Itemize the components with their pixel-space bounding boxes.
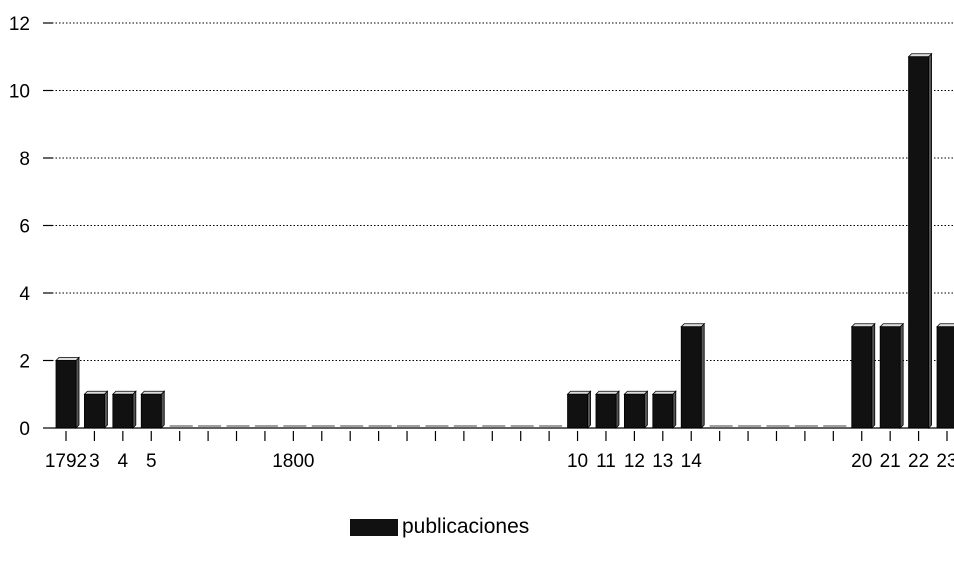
y-tick-label: 2	[19, 352, 30, 373]
x-tick-label: 5	[146, 451, 157, 472]
y-tick-label: 8	[19, 149, 30, 170]
x-tick-label: 11	[596, 451, 616, 472]
x-tick-label: 1800	[272, 451, 314, 472]
x-tick-label: 12	[624, 451, 645, 472]
bar	[907, 52, 933, 429]
x-tick-label: 1792	[45, 451, 87, 472]
bar	[850, 322, 876, 429]
x-tick-label: 14	[681, 451, 703, 472]
x-tick-label: 13	[652, 451, 673, 472]
x-tick-label: 10	[567, 451, 588, 472]
y-axis-ticks: 0 2 4 6 8 10 12	[9, 14, 53, 440]
y-tick-label: 10	[9, 82, 30, 103]
bar	[83, 390, 109, 429]
bar	[623, 390, 649, 429]
y-tick-label: 12	[9, 14, 30, 35]
y-tick-label: 6	[19, 217, 30, 238]
bar	[879, 322, 905, 429]
y-tick-label: 4	[19, 284, 30, 305]
gridlines	[45, 22, 954, 361]
y-tick-label: 0	[19, 419, 30, 440]
x-tick-label: 3	[89, 451, 100, 472]
legend: publicaciones	[350, 515, 529, 539]
x-tick-label: 23	[936, 451, 954, 472]
x-tick-label: 20	[851, 451, 872, 472]
bar	[566, 390, 592, 429]
bar	[140, 390, 166, 429]
x-axis: 1792 3 4 5 1800 10 11 12 13 14 20 21 22 23	[45, 427, 954, 472]
legend-swatch	[350, 518, 398, 536]
bars	[55, 52, 954, 429]
bar	[680, 322, 706, 429]
x-tick-label: 21	[880, 451, 901, 472]
bar	[111, 390, 137, 429]
bar	[651, 390, 677, 429]
x-tick-label: 4	[118, 451, 129, 472]
x-tick-label: 22	[908, 451, 929, 472]
bar	[595, 390, 620, 429]
bar	[936, 323, 954, 429]
legend-label: publicaciones	[402, 515, 530, 538]
bar	[55, 356, 80, 429]
